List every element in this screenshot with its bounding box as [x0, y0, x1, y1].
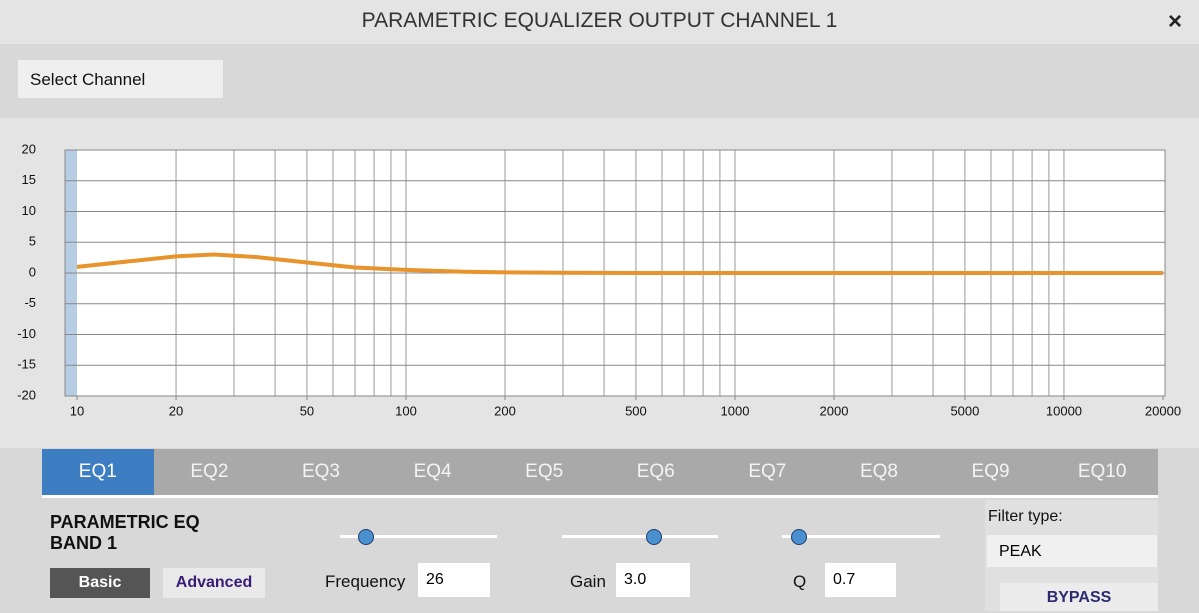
control-label: Gain: [570, 572, 606, 591]
slider-knob[interactable]: [791, 529, 807, 545]
x-tick-label: 20: [169, 403, 183, 418]
control-input[interactable]: 3.0: [616, 563, 690, 597]
band-title-line: BAND 1: [50, 533, 118, 553]
eq-tab[interactable]: EQ1: [42, 449, 154, 495]
filter-select[interactable]: PEAK: [987, 535, 1157, 567]
x-tick-label: 20000: [1145, 403, 1181, 418]
eq-tab[interactable]: EQ9: [971, 461, 1010, 482]
x-tick-label: 2000: [820, 403, 849, 418]
y-tick-label: 5: [29, 234, 36, 249]
plot-border: [64, 149, 1166, 397]
x-tick-label: 10000: [1046, 403, 1082, 418]
y-tick-label: 0: [29, 264, 36, 279]
advanced-button[interactable]: Advanced: [163, 568, 265, 598]
slider-knob[interactable]: [646, 529, 662, 545]
y-tick-label: 15: [22, 172, 36, 187]
response-curve: [76, 252, 1163, 275]
control-label: Q: [793, 572, 807, 591]
x-tick-label: 5000: [950, 403, 979, 418]
y-tick-label: -20: [17, 387, 36, 402]
eq-tab[interactable]: EQ7: [748, 461, 787, 482]
eq-tab[interactable]: EQ6: [636, 461, 675, 482]
eq-tab[interactable]: EQ4: [413, 461, 452, 482]
x-tick-label: 500: [625, 403, 647, 418]
eq-tab[interactable]: EQ2: [190, 461, 229, 482]
slider-track[interactable]: [562, 535, 718, 538]
control-input[interactable]: 26: [418, 563, 490, 597]
tab-bar: EQ1 EQ2 EQ3 EQ4 EQ5 EQ6 EQ7 EQ8 EQ9 EQ10: [42, 449, 1158, 498]
basic-button[interactable]: Basic: [50, 568, 150, 598]
band-title-line: PARAMETRIC EQ: [50, 512, 200, 532]
y-tick-label: -10: [17, 326, 36, 341]
title-bar: [0, 0, 1199, 44]
slider-knob[interactable]: [358, 529, 374, 545]
close-button[interactable]: ×: [1168, 8, 1183, 35]
window-title: PARAMETRIC EQUALIZER OUTPUT CHANNEL 1: [361, 9, 838, 32]
control-label: Frequency: [325, 572, 406, 591]
filter-label: Filter type:: [988, 508, 1063, 525]
band-title: PARAMETRIC EQ BAND 1: [50, 512, 200, 554]
bypass-button[interactable]: BYPASS: [1000, 583, 1158, 611]
y-tick-label: 20: [22, 141, 36, 156]
eq-tab[interactable]: EQ8: [859, 461, 898, 482]
y-tick-label: -5: [24, 295, 36, 310]
x-tick-label: 100: [395, 403, 417, 418]
slider-track[interactable]: [782, 535, 940, 538]
slider-track[interactable]: [340, 535, 497, 538]
x-tick-label: 1000: [721, 403, 750, 418]
eq-tab[interactable]: EQ10: [1077, 461, 1127, 482]
y-tick-label: -15: [17, 357, 36, 372]
eq-tab[interactable]: EQ3: [301, 461, 340, 482]
eq-tab[interactable]: EQ5: [525, 461, 564, 482]
x-tick-label: 50: [300, 403, 314, 418]
y-tick-label: 10: [22, 203, 36, 218]
chart-panel: 20 15 10 5 0 -5 -10 -15 -20 10 20 50 100 200 500 1000 20…: [0, 118, 1199, 448]
control-input[interactable]: 0.7: [825, 563, 896, 597]
x-tick-label: 200: [494, 403, 516, 418]
x-tick-label: 10: [70, 403, 84, 418]
select-channel[interactable]: Select Channel: [18, 60, 223, 98]
